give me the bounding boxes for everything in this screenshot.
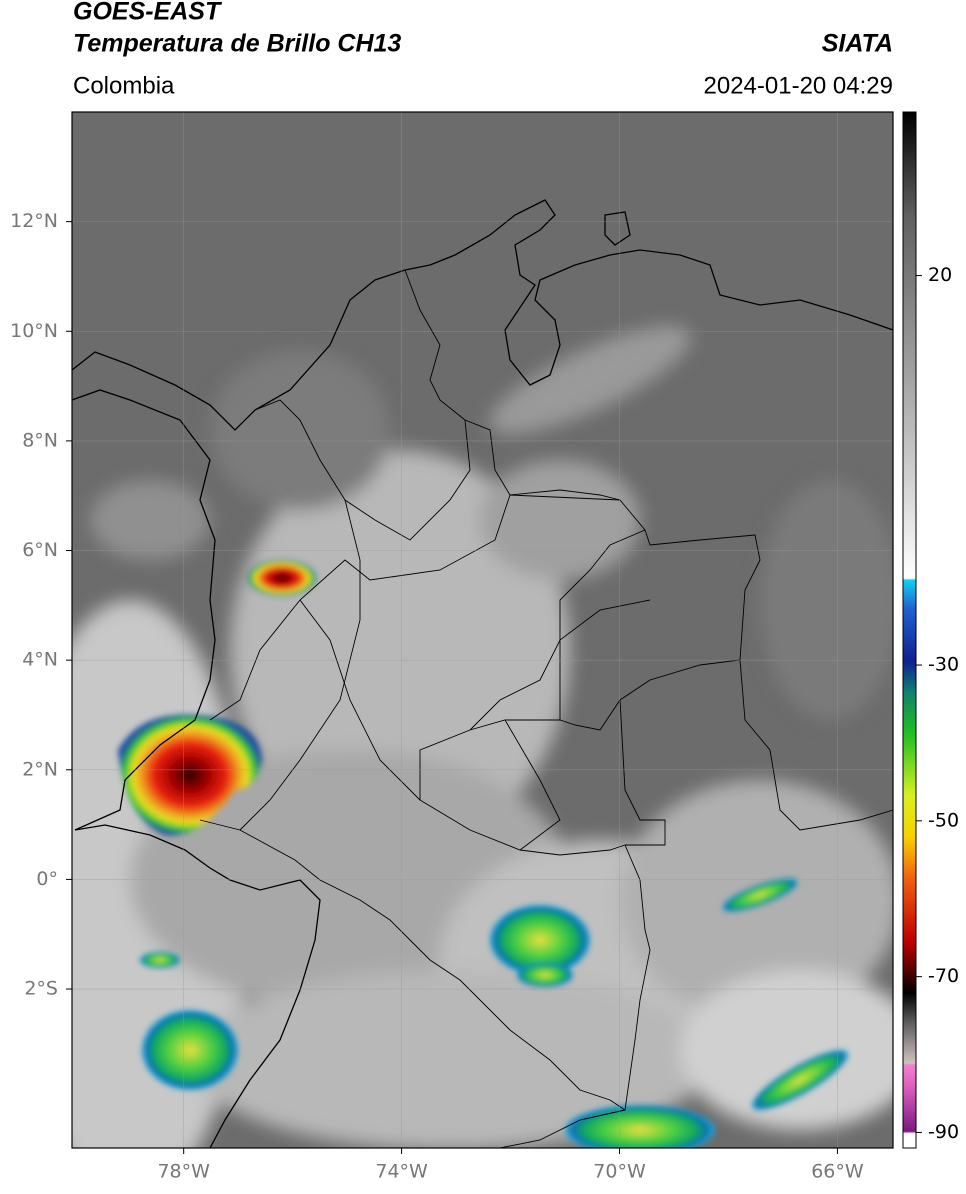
graticule (72, 112, 893, 1148)
y-tick-label: 10°N (10, 320, 58, 342)
colorbar-tick-label: -90 (928, 1121, 959, 1143)
borders (199, 269, 893, 1148)
convective-cells (118, 560, 849, 1148)
colorbar-tick-label: -50 (928, 809, 959, 831)
coastlines (72, 199, 893, 1148)
colorbar-tick-label: -30 (928, 654, 959, 676)
colorbar-tick-label: 20 (928, 264, 952, 286)
y-tick-label: 0° (36, 868, 58, 890)
title: GOES-EAST (73, 0, 223, 26)
y-tick-label: 12°N (10, 210, 58, 232)
y-tick-label: 4°N (22, 649, 58, 671)
colorbar-ticks: 20 -30 -50 -70 -90 (916, 264, 959, 1143)
subtitle: Temperatura de Brillo CH13 (73, 30, 401, 58)
satellite-image (72, 112, 893, 1148)
x-tick-label: 66°W (811, 1161, 864, 1183)
x-tick-label: 74°W (375, 1161, 428, 1183)
map-frame (71, 111, 894, 1149)
y-tick-label: 6°N (22, 539, 58, 561)
y-tick-label: 2°S (24, 978, 58, 1000)
region: Colombia (73, 72, 175, 99)
colorbar (902, 111, 917, 1149)
colorbar-tick-label: -70 (928, 965, 959, 987)
datetime: 2024-01-20 04:29 (704, 72, 894, 99)
y-tick-label: 2°N (22, 758, 58, 780)
x-tick-label: 78°W (157, 1161, 210, 1183)
axes: 78°W 74°W 70°W 66°W 12°N 10°N 8°N 6°N 4°N 2°N 0° 2°… (10, 210, 864, 1182)
x-tick-label: 70°W (593, 1161, 646, 1183)
source: SIATA (822, 30, 893, 58)
cloud-field (72, 326, 893, 1148)
y-tick-label: 8°N (22, 429, 58, 451)
